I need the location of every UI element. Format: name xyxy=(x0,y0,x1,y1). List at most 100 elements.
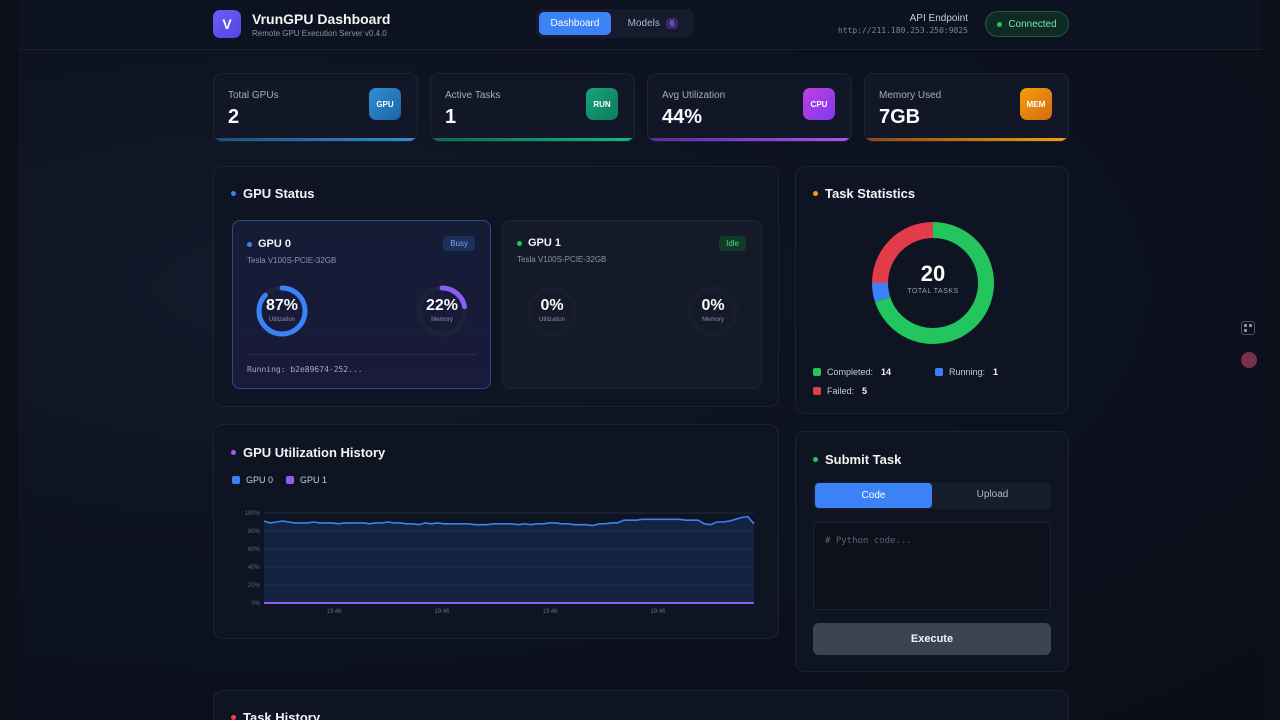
legend-value: 1 xyxy=(993,367,999,377)
gpu-name: GPU 0 xyxy=(247,238,291,250)
legend-swatch xyxy=(813,387,821,395)
legend-completed: Completed: 14 xyxy=(813,367,891,377)
donut-slice-completed xyxy=(874,222,994,344)
bullet-icon xyxy=(231,450,236,455)
bullet-icon xyxy=(231,715,236,720)
donut-slice-running xyxy=(872,282,891,302)
stat-card-total-gpus: Total GPUs 2 GPU xyxy=(213,73,418,142)
gpu-status-badge: Idle xyxy=(719,236,746,251)
stat-accent-bar xyxy=(648,138,851,141)
tab-dashboard[interactable]: Dashboard xyxy=(539,12,611,35)
gpu-name: GPU 1 xyxy=(517,237,561,249)
running-task-id: Running: b2e89674-252... xyxy=(247,365,363,374)
legend-label: Completed: xyxy=(827,367,874,377)
qr-grid-icon[interactable] xyxy=(1241,321,1255,335)
tab-models-label: Models xyxy=(627,18,660,29)
stat-card-active-tasks: Active Tasks 1 RUN xyxy=(430,73,635,142)
gauge-label: Utilization xyxy=(268,317,295,323)
panel-title-text: GPU Status xyxy=(243,186,315,201)
tab-upload[interactable]: Upload xyxy=(976,489,1009,500)
models-count-badge: 6 xyxy=(665,18,679,29)
legend-label: Running: xyxy=(949,367,986,377)
panel-title-text: GPU Utilization History xyxy=(243,445,386,460)
utilization-gauge: 0% Utilization xyxy=(524,283,580,339)
gauge-value: 87% xyxy=(265,297,299,314)
stat-accent-bar xyxy=(214,138,417,141)
y-tick-label: 20% xyxy=(248,583,261,589)
gauge-value: 22% xyxy=(425,297,459,314)
status-dot-icon xyxy=(247,241,252,247)
submit-task-panel: Submit Task Code Upload # Python code...… xyxy=(795,431,1069,672)
gauge-ring xyxy=(687,285,739,337)
divider xyxy=(247,354,476,355)
stat-accent-bar xyxy=(865,138,1068,141)
stat-label: Total GPUs xyxy=(228,90,279,101)
task-statistics-panel: Task Statistics 20 TOTAL TASKS Completed… xyxy=(795,166,1069,414)
legend-failed: Failed: 5 xyxy=(813,386,867,396)
gauge-label: Utilization xyxy=(538,317,565,323)
app-frame: V VrunGPU Dashboard Remote GPU Execution… xyxy=(18,0,1262,720)
utilization-gauge: 87% Utilization xyxy=(254,283,310,339)
gpu-name-text: GPU 0 xyxy=(258,238,292,250)
legend-swatch xyxy=(813,368,821,376)
tab-models[interactable]: Models 6 xyxy=(616,12,690,35)
gauge-label: Memory xyxy=(431,317,453,323)
gpu-badge-icon: GPU xyxy=(369,88,401,120)
app-subtitle: Remote GPU Execution Server v0.4.0 xyxy=(252,29,387,38)
y-tick-label: 80% xyxy=(248,529,261,535)
bullet-icon xyxy=(231,191,236,196)
cpu-badge-icon: CPU xyxy=(803,88,835,120)
tab-code[interactable]: Code xyxy=(815,483,932,508)
gauge-ring xyxy=(416,285,468,337)
legend-value: 5 xyxy=(862,386,868,396)
panel-title-gpu-status: GPU Status xyxy=(231,186,315,201)
submit-mode-tabs: Code Upload xyxy=(813,482,1051,509)
legend-label: Failed: xyxy=(827,386,855,396)
panel-title-utilization-history: GPU Utilization History xyxy=(231,445,385,460)
gpu-card-0[interactable]: GPU 0 Tesla V100S-PCIE-32GB Busy 87% Uti… xyxy=(232,220,491,389)
api-endpoint-label: API Endpoint xyxy=(909,13,968,24)
run-badge-icon: RUN xyxy=(586,88,618,120)
legend-running: Running: 1 xyxy=(935,367,998,377)
panel-title-text: Task Statistics xyxy=(825,186,916,201)
legend-gpu0[interactable]: GPU 0 xyxy=(232,475,273,485)
task-history-panel: Task History xyxy=(213,690,1069,720)
execute-button[interactable]: Execute xyxy=(813,623,1051,655)
stat-value: 2 xyxy=(228,106,240,128)
donut-total-label: TOTAL TASKS xyxy=(907,288,959,295)
stat-label: Avg Utilization xyxy=(662,90,726,101)
translate-icon[interactable] xyxy=(1241,352,1257,368)
legend-value: 14 xyxy=(881,367,892,377)
x-tick-label: 19:46 xyxy=(326,609,342,615)
api-endpoint-url: http://211.180.253.250:9825 xyxy=(837,26,968,35)
legend-swatch xyxy=(232,476,240,484)
panel-title-task-history: Task History xyxy=(231,710,320,720)
connection-dot-icon xyxy=(997,21,1003,27)
x-tick-label: 19:46 xyxy=(434,609,450,615)
gauge-label: Memory xyxy=(702,317,724,323)
memory-gauge: 22% Memory xyxy=(414,283,470,339)
panel-title-submit-task: Submit Task xyxy=(813,452,901,467)
series-line-gpu0 xyxy=(263,515,755,527)
legend-label: GPU 1 xyxy=(300,475,328,485)
gauge-ring xyxy=(526,285,578,337)
connection-status-badge: Connected xyxy=(985,11,1069,37)
gauge-value: 0% xyxy=(701,297,725,314)
nav-tabs: Dashboard Models 6 xyxy=(536,9,694,38)
code-input[interactable]: # Python code... xyxy=(813,522,1051,610)
stat-card-avg-utilization: Avg Utilization 44% CPU xyxy=(647,73,852,142)
legend-gpu1[interactable]: GPU 1 xyxy=(286,475,327,485)
stat-accent-bar xyxy=(431,138,634,141)
app-title: VrunGPU Dashboard xyxy=(252,11,391,27)
donut-slice-failed xyxy=(872,222,934,284)
gpu-model: Tesla V100S-PCIE-32GB xyxy=(247,256,337,265)
panel-title-text: Submit Task xyxy=(825,452,902,467)
utilization-history-panel: GPU Utilization History GPU 0 GPU 1 0% 20… xyxy=(213,424,779,639)
x-tick-label: 19:46 xyxy=(650,609,666,615)
stat-value: 44% xyxy=(662,106,703,128)
y-tick-label: 0% xyxy=(251,601,260,607)
gpu-status-panel: GPU Status GPU 0 Tesla V100S-PCIE-32GB B… xyxy=(213,166,779,407)
gpu-card-1[interactable]: GPU 1 Tesla V100S-PCIE-32GB Idle 0% Util… xyxy=(502,220,762,389)
y-tick-label: 40% xyxy=(248,565,261,571)
y-tick-label: 60% xyxy=(248,547,261,553)
